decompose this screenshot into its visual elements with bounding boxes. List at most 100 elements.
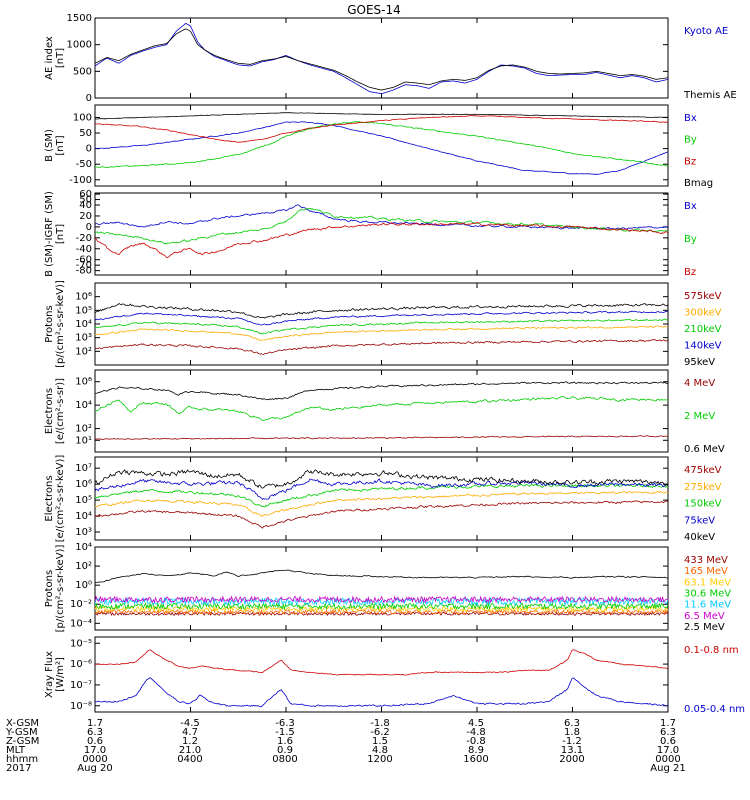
series-line-0-6-mev	[95, 381, 668, 401]
y-tick-label: 10⁶	[75, 479, 92, 490]
y-tick-label: 0	[86, 93, 92, 104]
y-tick-label: -70	[76, 260, 92, 271]
panel-frame	[94, 369, 669, 453]
y-axis-label: AE index	[44, 36, 55, 80]
y-tick-label: 60	[79, 189, 92, 200]
ephemeris-value: 1.6	[277, 736, 293, 747]
y-tick-label: 10²	[75, 346, 92, 357]
y-tick-label: 10⁻⁶	[70, 659, 92, 670]
legend-165-mev: 165 MeV	[684, 566, 728, 577]
y-axis-label: [p/(cm²-s-sr-keV)]	[55, 545, 66, 633]
series-line-4-mev	[95, 435, 668, 440]
y-tick-label: 100	[73, 112, 92, 123]
series-line-30-6-mev	[95, 602, 668, 611]
series-line-2-mev	[95, 395, 668, 421]
ephemeris-row-label: MLT	[6, 745, 26, 756]
panel-8: 10⁻⁸ 10⁻⁷ 10⁻⁶ 10⁻⁵ Xray Flux [W/m²] 0.1-0.8 n…	[44, 636, 745, 715]
ephemeris-value: -1.5	[275, 727, 295, 738]
panel-frame	[94, 546, 669, 631]
y-axis-label: Xray Flux	[44, 651, 55, 698]
legend-by: By	[684, 234, 697, 245]
ephemeris-table: X-GSMY-GSMZ-GSMMLThhmm20171.76.30.617.00…	[5, 718, 686, 774]
legend-75kev: 75keV	[684, 515, 715, 526]
y-axis-label: [W/m²]	[55, 657, 66, 692]
y-tick-label: 1500	[67, 13, 92, 24]
y-tick-label: -80	[76, 266, 92, 277]
y-tick-label: 10⁻²	[70, 599, 92, 610]
y-tick-label: -50	[76, 159, 92, 170]
ephemeris-value: 6.3	[660, 727, 676, 738]
series-line-0-05-0-4-nm	[95, 677, 668, 708]
legend-275kev: 275keV	[684, 482, 722, 493]
ephemeris-value: 2000	[559, 754, 584, 765]
ephemeris-value: 1600	[463, 754, 488, 765]
panel-2: -100 -50 0 50 100 B (SM) [nT] Bx By Bz Bmag	[44, 104, 713, 189]
ephemeris-value: 1.7	[660, 718, 676, 729]
y-tick-label: 10⁴	[75, 542, 92, 553]
legend-475kev: 475keV	[684, 465, 722, 476]
y-tick-label: 50	[79, 128, 92, 139]
y-axis-label: [p/(cm²-s-sr-keV)]	[55, 280, 66, 368]
series-line-by	[95, 207, 668, 245]
y-tick-label: 1000	[67, 40, 92, 51]
y-axis-label: [nT]	[55, 224, 66, 244]
series-line-bx	[95, 204, 668, 230]
legend-300kev: 300keV	[684, 308, 722, 319]
ephemeris-value: 0800	[272, 754, 297, 765]
y-tick-label: 10²	[75, 561, 92, 572]
series-line-575kev	[95, 339, 668, 355]
y-tick-label: 0	[86, 144, 92, 155]
y-axis-label: Protons	[44, 570, 55, 607]
ephemeris-value: -4.8	[466, 727, 486, 738]
y-tick-label: -20	[76, 233, 92, 244]
y-tick-label: 10³	[75, 527, 92, 538]
series-line-150kev	[95, 483, 668, 508]
ephemeris-value: 17.0	[84, 745, 106, 756]
legend-210kev: 210keV	[684, 324, 722, 335]
legend-6-5-mev: 6.5 MeV	[684, 611, 725, 622]
y-tick-label: 500	[73, 66, 92, 77]
ephemeris-row-label: 2017	[6, 763, 31, 774]
series-line-475kev	[95, 500, 668, 529]
y-axis-label: [nT]	[55, 135, 66, 155]
y-axis-label: Electrons	[44, 388, 55, 434]
series-line-300kev	[95, 325, 668, 341]
panel-7: 10⁻⁴ 10⁻² 10⁰ 10² 10⁴ Protons [p/(cm²-s-sr-keV…	[44, 542, 731, 633]
legend-bx: Bx	[684, 113, 697, 124]
y-tick-label: 10⁻⁸	[70, 701, 92, 712]
y-tick-label: 10³	[75, 333, 92, 344]
ephemeris-value: 1.7	[87, 718, 103, 729]
y-tick-label: 10⁷	[75, 463, 92, 474]
legend-bz: Bz	[684, 156, 696, 167]
y-tick-label: 10⁻⁵	[70, 638, 92, 649]
panel-4: 10² 10³ 10⁴ 10⁵ 10⁶ Protons [p/(cm²-s-sr-keV)]…	[44, 280, 722, 368]
series-line-165-mev	[95, 608, 668, 615]
ephemeris-value: 1200	[367, 754, 392, 765]
series-line-210kev	[95, 318, 668, 335]
y-tick-label: 10²	[75, 424, 92, 435]
ephemeris-value: -6.3	[275, 718, 295, 729]
legend-575kev: 575keV	[684, 291, 722, 302]
y-tick-label: 10⁵	[75, 495, 92, 506]
ephemeris-value: Aug 21	[650, 763, 685, 774]
figure-title: GOES-14	[347, 3, 401, 17]
y-tick-label: 20	[79, 211, 92, 222]
legend-40kev: 40keV	[684, 532, 715, 543]
ephemeris-value: -6.2	[370, 727, 390, 738]
ephemeris-value: Aug 20	[77, 763, 112, 774]
y-axis-label: B (SM)	[44, 129, 55, 162]
y-axis-label: Protons	[44, 305, 55, 342]
ephemeris-value: 17.0	[657, 745, 679, 756]
ephemeris-value: 6.3	[87, 727, 103, 738]
series-line-bmag	[95, 112, 668, 120]
series-line-kyoto-ae	[95, 23, 668, 95]
series-line-140kev	[95, 310, 668, 326]
legend-11-6-mev: 11.6 MeV	[684, 600, 731, 611]
ephemeris-row-label: X-GSM	[6, 718, 39, 729]
panel-6: 10³ 10⁴ 10⁵ 10⁶ 10⁷ Electrons [e/(cm²-s-sr-keV…	[44, 455, 722, 543]
y-axis-label: [e/(cm²-s-sr)]	[55, 378, 66, 444]
legend-95kev: 95keV	[684, 357, 715, 368]
